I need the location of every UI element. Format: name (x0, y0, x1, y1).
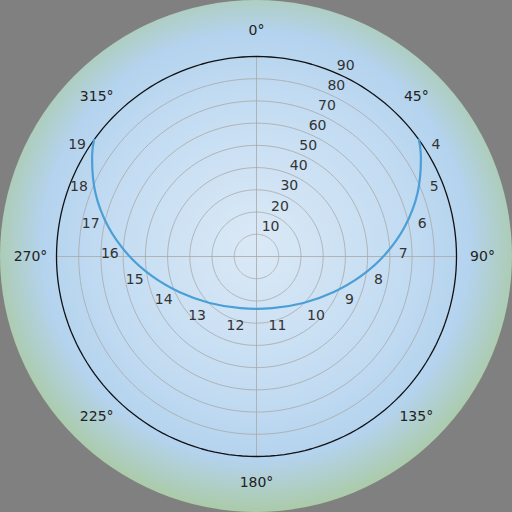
svg-text:270°: 270° (14, 248, 48, 264)
svg-text:19: 19 (68, 136, 86, 152)
svg-text:12: 12 (227, 317, 245, 333)
svg-text:15: 15 (126, 271, 144, 287)
svg-text:30: 30 (280, 177, 298, 193)
svg-text:11: 11 (269, 317, 287, 333)
svg-text:6: 6 (418, 215, 427, 231)
svg-text:8: 8 (374, 271, 383, 287)
svg-text:16: 16 (101, 245, 119, 261)
svg-text:50: 50 (299, 137, 317, 153)
svg-text:315°: 315° (80, 88, 114, 104)
svg-text:7: 7 (399, 245, 408, 261)
svg-text:80: 80 (327, 77, 345, 93)
svg-text:225°: 225° (80, 408, 114, 424)
svg-text:90°: 90° (470, 248, 495, 264)
svg-text:45°: 45° (404, 88, 429, 104)
svg-text:5: 5 (430, 178, 439, 194)
svg-text:13: 13 (188, 307, 206, 323)
svg-text:0°: 0° (249, 22, 265, 38)
svg-text:70: 70 (318, 97, 336, 113)
svg-text:180°: 180° (240, 474, 274, 490)
svg-text:10: 10 (262, 218, 280, 234)
svg-text:4: 4 (431, 136, 440, 152)
svg-text:14: 14 (155, 291, 173, 307)
svg-text:9: 9 (345, 291, 354, 307)
svg-text:60: 60 (309, 117, 327, 133)
svg-text:20: 20 (271, 198, 289, 214)
svg-text:18: 18 (70, 178, 88, 194)
svg-text:90: 90 (337, 57, 355, 73)
svg-text:10: 10 (307, 307, 325, 323)
svg-text:17: 17 (82, 215, 100, 231)
svg-text:135°: 135° (399, 408, 433, 424)
svg-text:40: 40 (290, 157, 308, 173)
